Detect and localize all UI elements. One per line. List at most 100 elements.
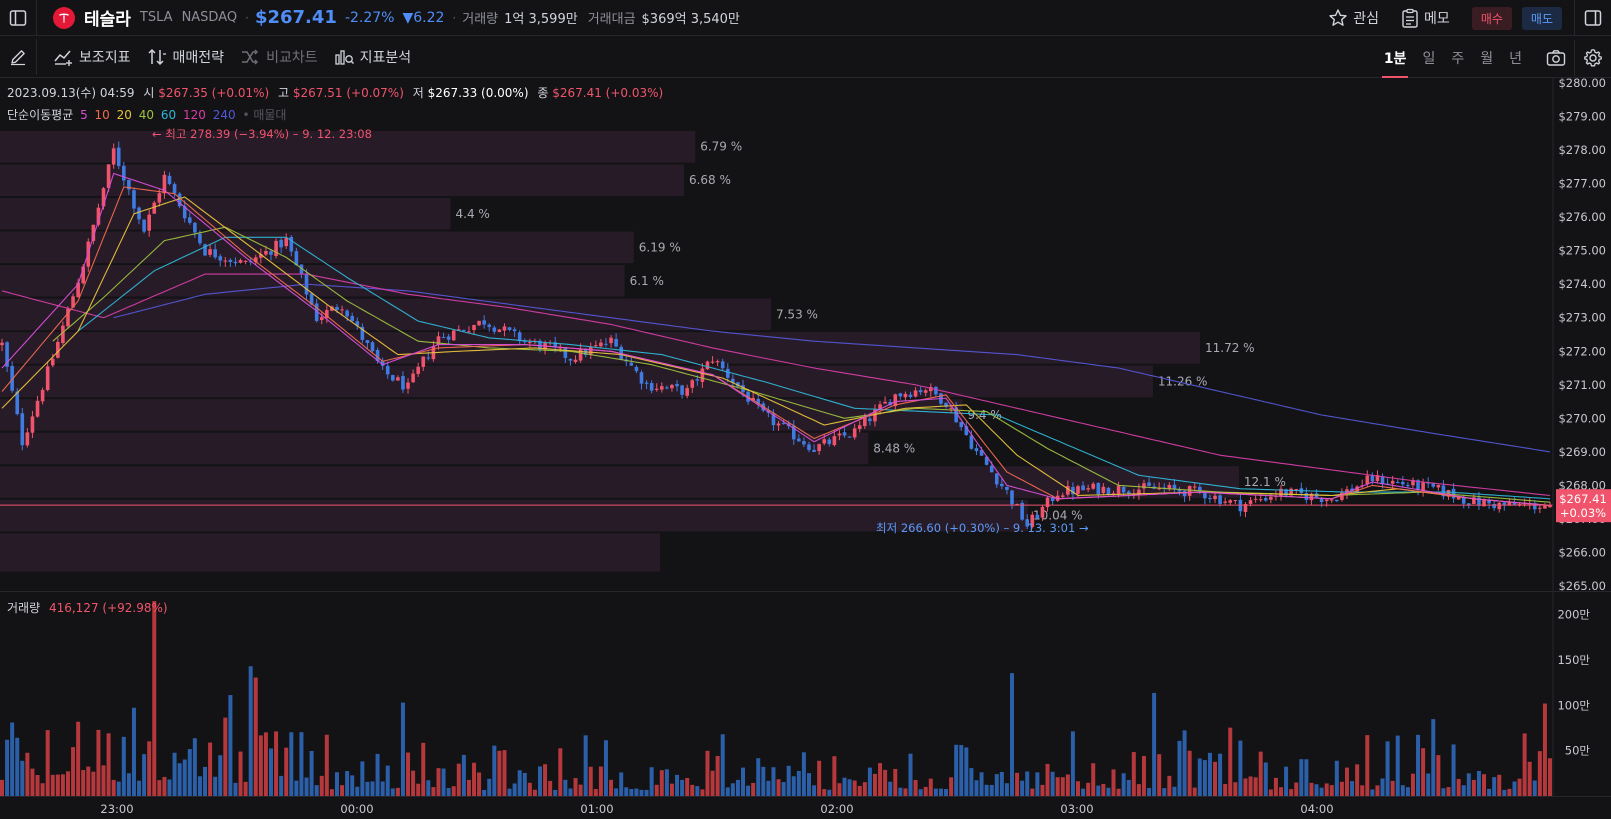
volume-bar [289, 732, 294, 796]
volume-bar [675, 774, 680, 796]
candle-body [1218, 495, 1222, 504]
draw-pencil-icon[interactable] [0, 39, 36, 75]
analysis-button[interactable]: 지표분석 [334, 47, 411, 67]
volume-bar [1410, 773, 1415, 796]
candle-body [451, 330, 456, 341]
volume-bar [690, 784, 695, 796]
volume-bar [1487, 788, 1492, 796]
candle-body [1543, 505, 1547, 509]
candle-body [1182, 490, 1187, 497]
volume-bar [284, 747, 289, 796]
volume-bar [1279, 787, 1284, 796]
volume-bar [1101, 783, 1106, 796]
volume-bar [223, 717, 228, 796]
settings-gear-icon[interactable] [1575, 40, 1611, 76]
volume-bar [786, 765, 791, 796]
price-chart[interactable]: 10.04 %12.1 %8.48 %9.4 %11.26 %11.72 %7.… [0, 78, 1611, 591]
candle-body [380, 360, 385, 366]
right-panel-toggle-icon[interactable] [1575, 0, 1611, 36]
volume-bar [106, 733, 111, 796]
volume-chart[interactable]: 50만 100만 150만 200만 [0, 592, 1611, 796]
candle-body [360, 326, 365, 340]
volume-bar [1147, 787, 1152, 796]
volume-bar [197, 776, 202, 796]
volume-bar [1273, 777, 1278, 796]
candle-body [1005, 486, 1009, 490]
volume-bar [1431, 719, 1436, 796]
candle-body [15, 391, 20, 415]
volume-bar [1177, 740, 1182, 796]
volume-bar [5, 739, 10, 796]
volume-bar [1253, 777, 1258, 796]
watch-button[interactable]: 관심 [1328, 8, 1379, 28]
candle-body [1548, 505, 1552, 508]
candle-body [690, 380, 695, 388]
candle-body [264, 250, 268, 255]
candle-body [10, 365, 14, 391]
candle-body [817, 444, 821, 451]
volume-bar [710, 770, 715, 796]
candle-body [832, 436, 837, 446]
volume-bar [1375, 785, 1380, 796]
time-axis[interactable]: 23:00 00:00 01:00 02:00 03:00 04:00 [0, 796, 1611, 819]
timeframe-year[interactable]: 년 [1509, 50, 1522, 67]
candle-body [974, 448, 979, 452]
volume-bar [664, 769, 669, 796]
sidebar-toggle-icon[interactable] [0, 0, 36, 36]
candle-body [355, 321, 360, 326]
volume-bar [1136, 784, 1141, 796]
compare-button[interactable]: 비교차트 [240, 47, 318, 67]
volume-bar [974, 780, 979, 796]
candle-body [1111, 493, 1116, 495]
memo-button[interactable]: 메모 [1401, 8, 1450, 28]
volume-bar [1299, 759, 1304, 796]
volume-bar [314, 785, 319, 796]
candle-body [1101, 486, 1106, 494]
pane-divider[interactable] [0, 591, 1611, 592]
indicators-button[interactable]: 보조지표 [53, 47, 131, 67]
volume-bar [1086, 782, 1091, 796]
candle-body [122, 165, 126, 181]
candle-body [1228, 500, 1233, 503]
timeframe-month[interactable]: 월 [1480, 50, 1494, 67]
volume-bar [365, 781, 370, 796]
timeframe-day[interactable]: 일 [1422, 50, 1436, 67]
candle-body [1375, 475, 1380, 482]
volume-bar [1223, 783, 1228, 796]
candle-body [934, 386, 938, 395]
buy-button[interactable]: 매수 [1471, 6, 1512, 30]
sell-button[interactable]: 매도 [1521, 6, 1562, 30]
volume-bar [1314, 784, 1319, 796]
chart-toolbar: 보조지표 매매전략 비교차트 지표분석 1분 일 주 월 년 [0, 37, 1611, 78]
candle-body [289, 236, 294, 252]
volume-bar [944, 788, 949, 796]
volume-bar [695, 786, 700, 796]
candle-body [1197, 486, 1202, 492]
volume-bar [1309, 782, 1314, 796]
candle-body [898, 393, 903, 397]
candle-body [1406, 484, 1410, 487]
camera-icon[interactable] [1538, 40, 1574, 76]
moving-average-ma120 [1, 273, 1551, 497]
candle-body [1401, 481, 1405, 485]
candle-body [1121, 486, 1126, 493]
timeframe-1min[interactable]: 1분 [1381, 37, 1409, 78]
volume-bar [796, 770, 801, 796]
moving-average-ma5 [1, 172, 1551, 507]
volume-bar [1385, 741, 1390, 796]
volume-profile-label: 6.19 % [639, 240, 681, 254]
volume-bar [680, 779, 685, 796]
price-tick-label: $276.00 [1558, 210, 1606, 224]
price-tick-label: $272.00 [1558, 344, 1606, 358]
volume-bar [304, 777, 309, 796]
compare-label: 비교차트 [266, 50, 318, 66]
volume-bar [172, 752, 177, 796]
volume-legend-value: 416,127 (+92.98%) [48, 601, 168, 615]
candle-body [944, 402, 948, 407]
candle-body [1294, 489, 1299, 491]
volume-bar [502, 750, 507, 796]
shuffle-icon [242, 49, 259, 65]
timeframe-week[interactable]: 주 [1451, 50, 1465, 67]
strategy-button[interactable]: 매매전략 [147, 47, 224, 67]
ma-legend[interactable]: 단순이동평균 5 10 20 40 60 120 240 • 매물대 [7, 106, 286, 123]
